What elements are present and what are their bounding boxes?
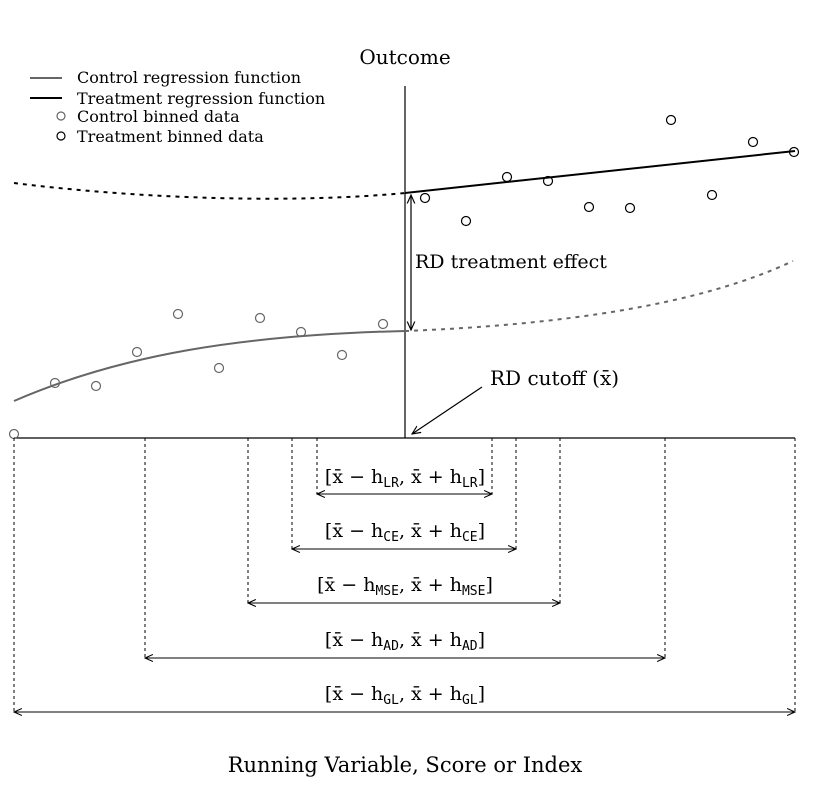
control-point <box>90 380 102 392</box>
bandwidth-intervals: [x̄ − hLR, x̄ + hLR] [x̄ − hCE, x̄ + hCE… <box>14 438 795 712</box>
legend: Control regression function Treatment re… <box>30 68 325 146</box>
control-point <box>8 428 20 440</box>
legend-treatment-circle-label: Treatment binned data <box>77 127 264 146</box>
treatment-point <box>583 201 595 213</box>
control-point <box>336 349 348 361</box>
control-regression-line <box>13 330 406 402</box>
control-point <box>295 326 307 338</box>
legend-control-circle-swatch <box>56 111 66 121</box>
interval-ce-label: [x̄ − hCE, x̄ + hCE] <box>325 520 485 545</box>
interval-ad-label: [x̄ − hAD, x̄ + hAD] <box>325 629 485 654</box>
treatment-binned-points <box>419 114 800 227</box>
treatment-regression-line <box>404 150 796 194</box>
treatment-extrapolation-line <box>13 182 406 200</box>
control-point <box>213 362 225 374</box>
treatment-point <box>419 192 431 204</box>
treatment-point <box>542 175 554 187</box>
control-extrapolation-line <box>404 260 794 332</box>
treatment-point <box>460 215 472 227</box>
cutoff-pointer-arrow <box>412 386 483 434</box>
treatment-point <box>624 202 636 214</box>
control-binned-points <box>8 308 389 440</box>
treatment-point <box>501 171 513 183</box>
legend-treatment-line-label: Treatment regression function <box>77 89 325 108</box>
interval-mse-label: [x̄ − hMSE, x̄ + hMSE] <box>317 574 493 599</box>
control-point <box>131 346 143 358</box>
treatment-point <box>747 136 759 148</box>
treatment-effect-label: RD treatment effect <box>415 251 607 273</box>
legend-control-line-label: Control regression function <box>77 68 301 87</box>
control-point <box>377 318 389 330</box>
legend-treatment-circle-swatch <box>56 131 66 141</box>
legend-control-circle-label: Control binned data <box>77 107 240 126</box>
control-point <box>254 312 266 324</box>
chart-title: Outcome <box>359 45 450 69</box>
interval-gl-label: [x̄ − hGL, x̄ + hGL] <box>325 683 485 708</box>
treatment-point <box>665 114 677 126</box>
interval-lr-label: [x̄ − hLR, x̄ + hLR] <box>325 466 485 491</box>
treatment-point <box>706 189 718 201</box>
control-point <box>172 308 184 320</box>
x-axis-label: Running Variable, Score or Index <box>228 753 583 777</box>
cutoff-label: RD cutoff (x̄) <box>490 366 619 390</box>
control-point <box>49 377 61 389</box>
treatment-point <box>788 146 800 158</box>
